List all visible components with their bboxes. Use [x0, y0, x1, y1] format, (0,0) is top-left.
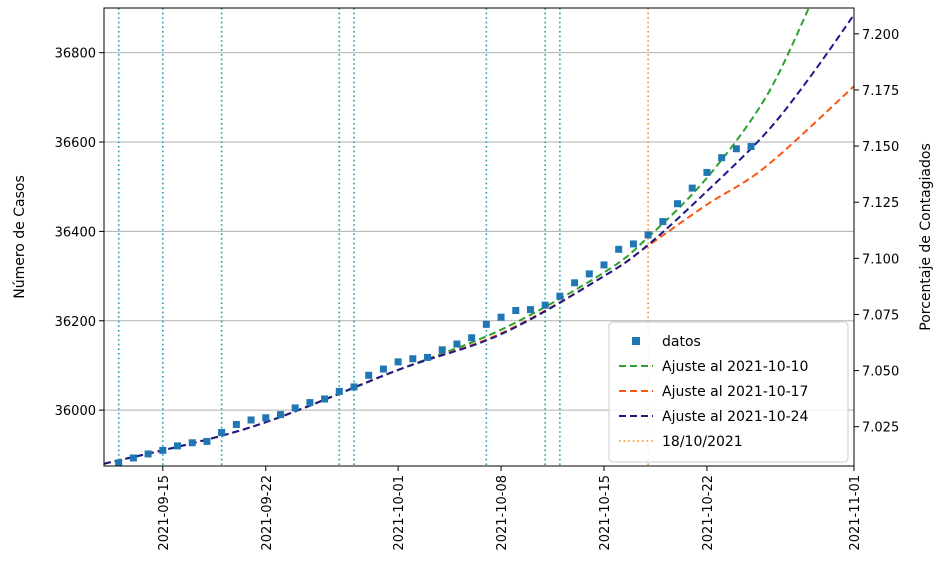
x-axis: 2021-09-15 2021-09-22 2021-10-01 2021-10-08…: [157, 466, 863, 551]
y-tick-label: 36200: [55, 315, 96, 330]
data-markers: [115, 143, 755, 466]
data-point: [306, 399, 314, 407]
y2-tick-label: 7.075: [862, 308, 899, 323]
legend-label: Ajuste al 2021-10-24: [662, 409, 809, 425]
y-axis-title: Número de Casos: [12, 175, 28, 299]
data-point: [409, 355, 417, 363]
y2-tick-label: 7.150: [862, 140, 899, 155]
data-point: [747, 143, 755, 151]
event-lines: [117, 8, 649, 466]
legend-label: Ajuste al 2021-10-10: [662, 359, 808, 375]
data-point: [394, 358, 402, 366]
x-tick-label: 2021-10-08: [495, 475, 510, 551]
legend-label: datos: [662, 334, 701, 350]
data-point: [659, 218, 667, 226]
y2-tick-label: 7.125: [862, 196, 899, 211]
data-point: [276, 411, 284, 419]
x-tick-label: 2021-09-15: [157, 475, 172, 551]
data-point: [600, 261, 608, 269]
x-tick-label: 2021-10-22: [701, 475, 716, 551]
data-point: [159, 446, 167, 454]
y2-tick-label: 7.175: [862, 84, 899, 99]
data-point: [379, 365, 387, 373]
data-point: [615, 245, 623, 253]
y2-axis-title: Porcentaje de Contagiados: [918, 143, 934, 331]
data-point: [321, 395, 329, 403]
plot-frame: [103, 7, 855, 467]
data-point: [203, 437, 211, 445]
data-point: [571, 279, 579, 287]
y2-tick-label: 7.100: [862, 252, 899, 267]
data-point: [732, 145, 740, 153]
data-point: [129, 454, 137, 462]
y-tick-label: 36800: [55, 47, 96, 62]
data-point: [629, 240, 637, 248]
legend-box: [608, 321, 849, 463]
data-point: [144, 450, 152, 458]
data-point: [350, 383, 358, 391]
y2-tick-label: 7.200: [862, 28, 899, 43]
data-point: [115, 459, 123, 466]
y-tick-label: 36400: [55, 225, 96, 240]
x-tick-label: 2021-10-01: [392, 475, 407, 551]
data-point: [232, 420, 240, 428]
data-point: [188, 439, 196, 447]
x-tick-label: 2021-10-15: [598, 475, 613, 551]
y2-tick-label: 7.025: [862, 421, 899, 436]
data-point: [468, 334, 476, 342]
y-axis-left: 36000 36200 36400 36600 36800: [55, 47, 104, 419]
y-tick-label: 36000: [55, 404, 96, 419]
data-point: [335, 387, 343, 395]
data-point: [424, 353, 432, 361]
fit-curve-2: [104, 85, 854, 465]
legend-label: Ajuste al 2021-10-17: [662, 384, 808, 400]
data-point: [526, 306, 534, 314]
data-point: [365, 371, 373, 379]
data-point: [482, 320, 490, 328]
data-point: [688, 184, 696, 192]
data-point: [453, 340, 461, 348]
data-point: [718, 154, 726, 162]
data-point: [674, 200, 682, 208]
legend-label: 18/10/2021: [662, 434, 743, 450]
legend-swatch: [632, 337, 640, 345]
x-tick-label: 2021-11-01: [848, 475, 863, 551]
data-point: [703, 168, 711, 176]
y2-tick-label: 7.050: [862, 365, 899, 380]
legend: datos Ajuste al 2021-10-10 Ajuste al 2021-…: [608, 321, 849, 463]
data-point: [174, 442, 182, 450]
data-point: [556, 292, 564, 300]
data-point: [644, 231, 652, 239]
data-point: [585, 270, 593, 278]
y-axis-right: 7.025 7.050 7.075 7.100 7.125 7.150 7.175 7.200: [854, 28, 899, 436]
y-tick-label: 36600: [55, 136, 96, 151]
data-point: [438, 346, 446, 354]
data-point: [541, 301, 549, 309]
data-point: [247, 416, 255, 424]
data-point: [291, 404, 299, 412]
data-point: [497, 313, 505, 321]
data-point: [512, 307, 520, 315]
data-point: [262, 414, 270, 422]
x-tick-label: 2021-09-22: [260, 475, 275, 551]
data-point: [218, 428, 226, 436]
